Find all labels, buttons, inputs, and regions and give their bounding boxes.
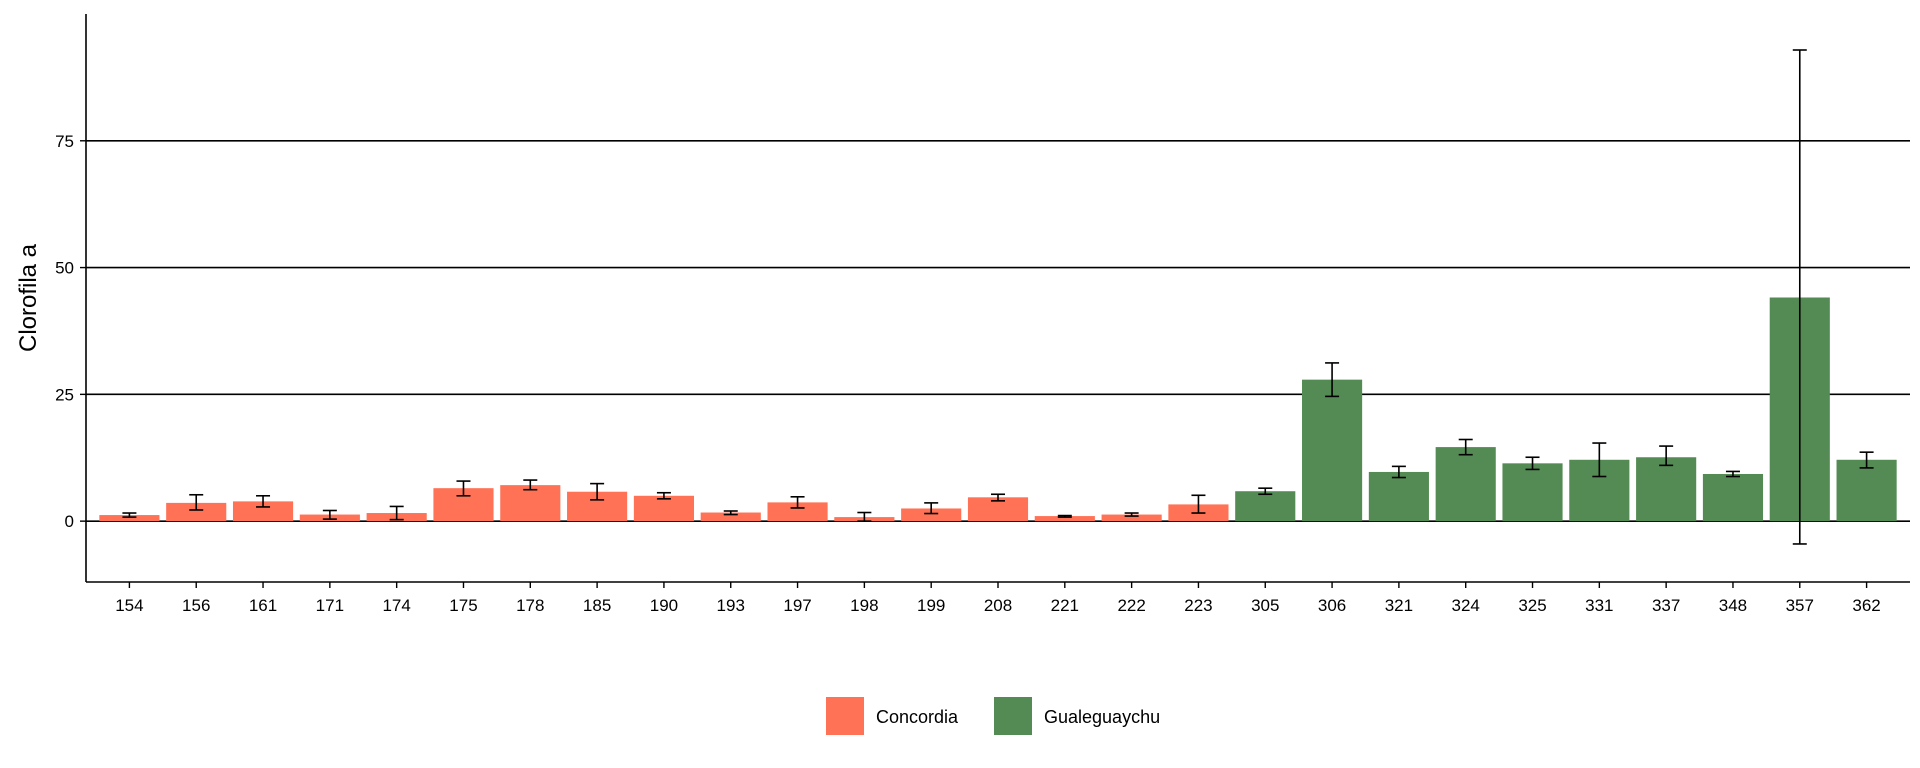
x-ticks: 154 156 161 171 174 175 178 185 190 193 197 198 199 2… [115, 582, 1881, 615]
y-tick-label: 75 [55, 132, 74, 151]
bar [1034, 516, 1095, 522]
x-tick-label: 324 [1452, 596, 1480, 615]
x-tick-label: 221 [1051, 596, 1079, 615]
x-tick-label: 171 [316, 596, 344, 615]
x-tick-label: 193 [717, 596, 745, 615]
x-tick-label: 223 [1184, 596, 1212, 615]
bar [99, 515, 160, 522]
x-tick-label: 321 [1385, 596, 1413, 615]
bar [1702, 473, 1764, 522]
x-tick-label: 178 [516, 596, 544, 615]
x-tick-label: 331 [1585, 596, 1613, 615]
x-tick-label: 190 [650, 596, 678, 615]
x-tick-label: 154 [115, 596, 143, 615]
x-tick-label: 306 [1318, 596, 1346, 615]
bar [767, 502, 828, 522]
x-tick-label: 325 [1518, 596, 1546, 615]
x-tick-label: 305 [1251, 596, 1279, 615]
bar [1235, 491, 1296, 522]
grid-lines [86, 139, 1910, 522]
x-tick-label: 357 [1786, 596, 1814, 615]
legend-label: Gualeguaychu [1044, 707, 1160, 727]
y-tick-label: 0 [65, 512, 74, 531]
x-tick-label: 222 [1117, 596, 1145, 615]
x-tick-label: 175 [449, 596, 477, 615]
bar [166, 502, 227, 522]
y-tick-label: 25 [55, 385, 74, 404]
bar [1435, 447, 1496, 522]
bar [232, 501, 294, 522]
legend-swatch [994, 697, 1032, 735]
y-ticks: 0 25 50 75 [55, 132, 86, 531]
x-tick-label: 198 [850, 596, 878, 615]
bar [1368, 471, 1429, 522]
bar [1636, 457, 1697, 522]
x-tick-label: 337 [1652, 596, 1680, 615]
y-tick-label: 50 [55, 259, 74, 278]
bar [633, 495, 694, 522]
bar [1101, 514, 1162, 522]
x-tick-label: 199 [917, 596, 945, 615]
bar [500, 485, 561, 522]
legend: Concordia Gualeguaychu [826, 697, 1160, 735]
y-axis-title: Clorofila a [15, 243, 42, 352]
x-tick-label: 156 [182, 596, 210, 615]
x-tick-label: 174 [382, 596, 410, 615]
x-tick-label: 161 [249, 596, 277, 615]
x-tick-label: 197 [783, 596, 811, 615]
bar [1502, 463, 1563, 522]
x-tick-label: 185 [583, 596, 611, 615]
bar [901, 508, 962, 522]
legend-label: Concordia [876, 707, 959, 727]
x-tick-label: 348 [1719, 596, 1747, 615]
legend-swatch [826, 697, 864, 735]
bar [700, 512, 761, 522]
bars [99, 297, 1897, 522]
x-tick-label: 362 [1852, 596, 1880, 615]
bar [1836, 459, 1897, 522]
x-tick-label: 208 [984, 596, 1012, 615]
error-bars [122, 49, 1874, 545]
bar [967, 497, 1029, 522]
bar [1302, 379, 1363, 522]
